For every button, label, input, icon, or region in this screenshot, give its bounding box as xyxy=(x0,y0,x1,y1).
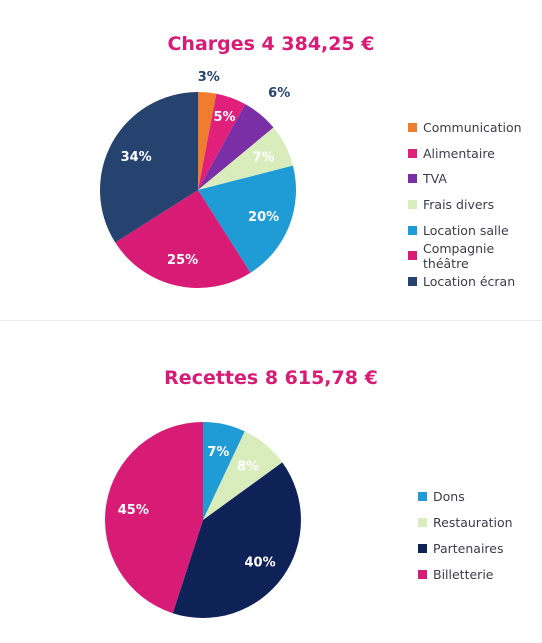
legend-label: Communication xyxy=(423,120,522,136)
legend-item: Communication xyxy=(408,115,542,141)
legend-swatch xyxy=(408,251,417,261)
charges-chart: Charges 4 384,25 € 3% 5% 6% 7% 20% 25% 34% Com… xyxy=(0,0,542,315)
pie-slice-billetterie xyxy=(105,422,203,614)
legend-item: Partenaires xyxy=(418,535,513,561)
legend-swatch xyxy=(418,491,427,501)
charges-chart-title: Charges 4 384,25 € xyxy=(167,33,375,55)
data-label-location-ecran: 34% xyxy=(121,150,152,165)
data-label-frais-divers: 7% xyxy=(252,151,274,166)
legend-item: Restauration xyxy=(418,509,513,535)
legend-label: Compagnie théâtre xyxy=(423,240,495,271)
recettes-pie: 7% 8% 40% 45% xyxy=(105,422,301,618)
legend-swatch xyxy=(408,225,417,235)
legend-item: TVA xyxy=(408,166,542,192)
recettes-chart-title: Recettes 8 615,78 € xyxy=(164,367,378,389)
legend-item: Dons xyxy=(418,483,513,509)
pie-slice-location-ecran xyxy=(100,92,198,243)
data-label-tva: 6% xyxy=(268,86,290,101)
legend-label: TVA xyxy=(423,171,447,187)
legend-swatch xyxy=(418,517,427,527)
recettes-chart: Recettes 8 615,78 € 7% 8% 40% 45% Dons Rest… xyxy=(0,330,542,643)
pie-slice-partenaires xyxy=(172,462,301,618)
data-label-compagnie-theatre: 25% xyxy=(167,253,198,268)
legend-label: Billetterie xyxy=(433,566,494,582)
recettes-legend: Dons Restauration Partenaires Billetteri… xyxy=(418,483,513,587)
legend-swatch xyxy=(408,200,417,210)
data-label-dons: 7% xyxy=(207,445,229,460)
pie-slice-tva xyxy=(198,104,274,190)
pie-slice-restauration xyxy=(203,431,283,520)
legend-label: Restauration xyxy=(433,514,513,530)
legend-label: Location écran xyxy=(423,273,516,289)
pie-slice-dons xyxy=(203,422,245,520)
charges-legend: Communication Alimentaire TVA Frais dive… xyxy=(408,115,542,294)
data-label-partenaires: 40% xyxy=(245,555,276,570)
section-divider xyxy=(0,320,542,321)
legend-item: Alimentaire xyxy=(408,141,542,167)
legend-label: Alimentaire xyxy=(423,145,495,161)
legend-item: Location salle xyxy=(408,217,542,243)
pie-slice-location-salle xyxy=(198,165,296,273)
legend-label: Location salle xyxy=(423,222,509,238)
data-label-location-salle: 20% xyxy=(248,210,279,225)
legend-label: Frais divers xyxy=(423,197,495,213)
pie-slice-compagnie-theatre xyxy=(115,190,251,288)
legend-swatch xyxy=(408,276,417,286)
data-label-billetterie: 45% xyxy=(118,503,149,518)
data-label-alimentaire: 5% xyxy=(214,110,236,125)
legend-item: Compagnie théâtre xyxy=(408,240,542,271)
charges-pie: 3% 5% 6% 7% 20% 25% 34% xyxy=(100,70,296,288)
data-label-restauration: 8% xyxy=(237,460,259,475)
legend-item: Location écran xyxy=(408,269,542,295)
data-label-communication: 3% xyxy=(198,70,220,85)
legend-swatch xyxy=(408,123,417,133)
legend-swatch xyxy=(418,569,427,579)
legend-item: Frais divers xyxy=(408,192,542,218)
pie-slice-alimentaire xyxy=(198,93,246,190)
legend-label: Partenaires xyxy=(433,540,504,556)
legend-item: Billetterie xyxy=(418,561,513,587)
legend-swatch xyxy=(408,174,417,184)
pie-slice-communication xyxy=(198,92,217,190)
legend-swatch xyxy=(408,148,417,158)
legend-swatch xyxy=(418,543,427,553)
pie-slice-frais-divers xyxy=(198,127,293,190)
legend-label: Dons xyxy=(433,488,465,504)
